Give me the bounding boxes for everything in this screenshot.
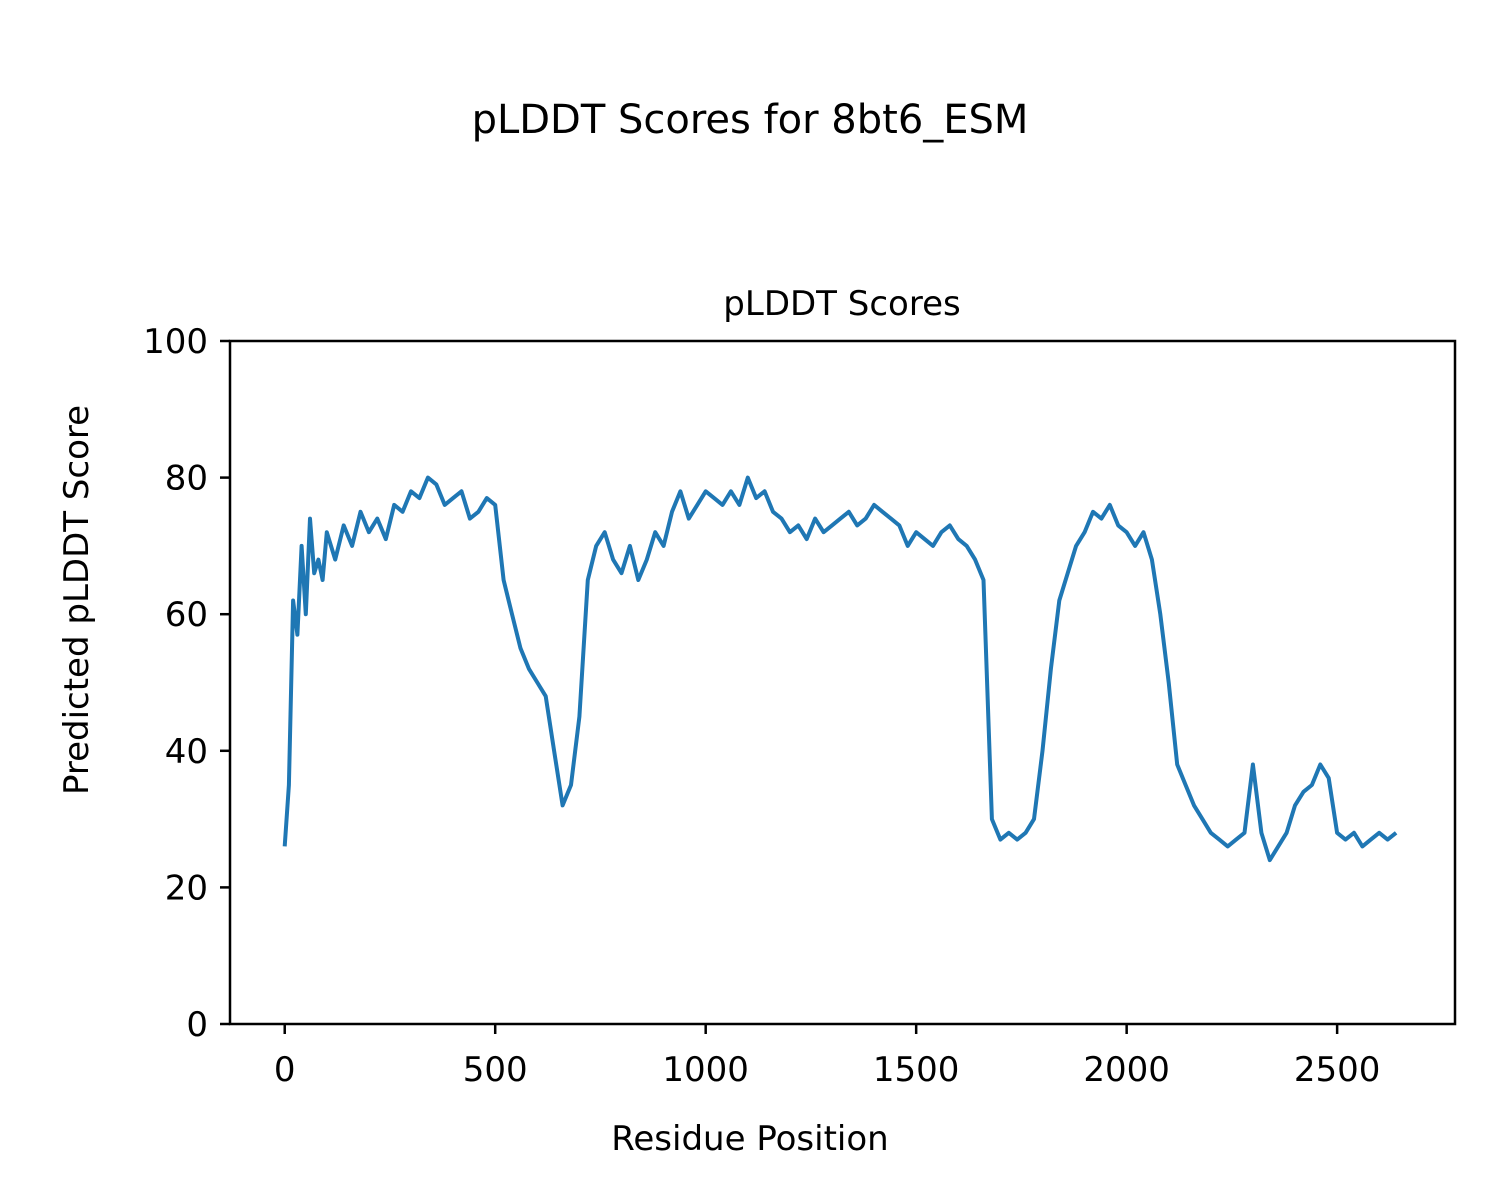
x-axis-ticks: 0 500 1000 1500 2000 2500 — [274, 1024, 1380, 1090]
plot-line-group — [282, 475, 1398, 863]
x-tick-label: 1500 — [873, 1050, 960, 1090]
y-tick-label: 0 — [186, 1005, 208, 1045]
y-tick-label: 20 — [165, 868, 208, 908]
y-tick-label: 60 — [165, 595, 208, 635]
figure-suptitle: pLDDT Scores for 8bt6_ESM — [472, 97, 1029, 143]
x-tick-label: 500 — [463, 1050, 528, 1090]
y-tick-label: 40 — [165, 732, 208, 772]
plot-title: pLDDT Scores — [723, 284, 960, 324]
x-axis-label: Residue Position — [611, 1119, 888, 1159]
y-axis-ticks: 0 20 40 60 80 100 — [143, 322, 230, 1045]
x-tick-label: 2000 — [1083, 1050, 1170, 1090]
x-tick-label: 0 — [274, 1050, 296, 1090]
plot-area-frame — [228, 339, 1457, 1026]
x-tick-label: 1000 — [662, 1050, 749, 1090]
y-tick-label: 80 — [165, 459, 208, 499]
y-axis-label: Predicted pLDDT Score — [57, 405, 97, 795]
y-tick-label: 100 — [143, 322, 208, 362]
series-line-0 — [282, 475, 1398, 863]
x-tick-label: 2500 — [1294, 1050, 1381, 1090]
